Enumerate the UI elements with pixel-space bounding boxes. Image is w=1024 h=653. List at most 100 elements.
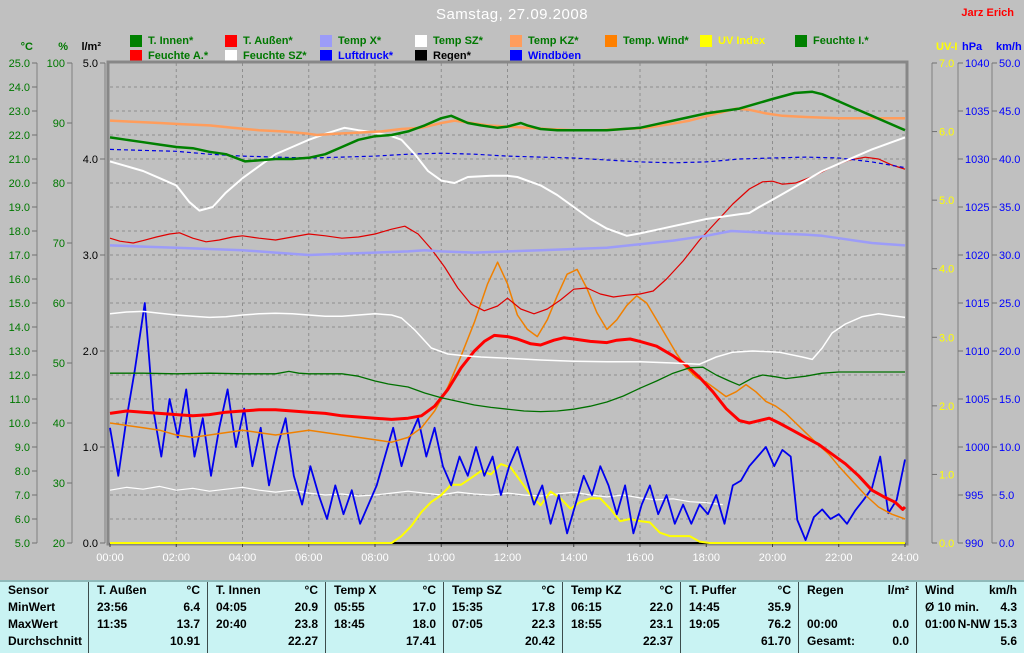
legend-swatch-icon — [795, 35, 807, 47]
axis-tick-label: 3.0 — [939, 332, 954, 344]
axis-tick-label: 20.0 — [999, 346, 1020, 358]
series-feuchte-a — [109, 156, 906, 315]
legend-label: T. Innen* — [148, 35, 194, 47]
legend-swatch-icon — [700, 35, 712, 47]
max-value: 22.3 — [531, 617, 555, 631]
axis-tick-label: 9.0 — [15, 442, 30, 454]
axis-tick-label: 25.0 — [999, 298, 1020, 310]
avg-value: 22.27 — [287, 634, 318, 648]
sensor-name: Temp KZ — [571, 583, 622, 597]
axis-tick-label: 8.0 — [15, 466, 30, 478]
sensor-unit: °C — [777, 583, 791, 597]
legend-label: Windböen — [528, 50, 582, 62]
axis-tick-label: 5.0 — [999, 490, 1014, 502]
series-uv-index — [110, 463, 905, 544]
credit-label: Jarz Erich — [961, 7, 1014, 19]
sensor-stats-table: Sensor MinWert MaxWert Durchschnitt T. Außen… — [0, 580, 1024, 653]
axis-tick-label: 23.0 — [9, 106, 30, 118]
max-value: 23.8 — [294, 617, 318, 631]
legend-label: Feuchte SZ* — [243, 50, 307, 62]
min-time: 14:45 — [689, 600, 720, 614]
table-col-regen: Regen l/m² 00:00 0.0 Gesamt: 0.0 — [798, 582, 916, 653]
row-header: MinWert — [8, 600, 56, 614]
axis-title: km/h — [996, 41, 1022, 53]
table-col-temp-kz: Temp KZ °C 06:15 22.0 18:55 23.1 22.37 — [562, 582, 680, 653]
row-header: Sensor — [8, 583, 49, 597]
axis-tick-label: 14.0 — [9, 322, 30, 334]
avg-label: Gesamt: — [807, 634, 856, 648]
max-value: N-NW 15.3 — [957, 617, 1017, 631]
legend-label: Regen* — [433, 50, 471, 62]
x-axis-label: 18:00 — [692, 552, 720, 564]
axis-tick-label: 1.0 — [83, 442, 98, 454]
avg-value: 61.70 — [760, 634, 791, 648]
legend-swatch-icon — [510, 50, 522, 62]
axis-tick-label: 90 — [53, 118, 65, 130]
min-time: Ø 10 min. — [925, 600, 980, 614]
axis-tick-label: 11.0 — [9, 394, 30, 406]
sensor-name: T. Außen — [97, 583, 147, 597]
legend-label: Temp X* — [338, 35, 382, 47]
min-value: 4.3 — [1000, 600, 1017, 614]
page-title: Samstag, 27.09.2008 — [435, 6, 589, 23]
series-wind-mittel — [109, 485, 723, 506]
row-header: MaxWert — [8, 617, 58, 631]
axis-tick-label: 16.0 — [9, 274, 30, 286]
table-row-header-column: Sensor MinWert MaxWert Durchschnitt — [0, 582, 88, 653]
sensor-unit: °C — [422, 583, 436, 597]
table-col-wind: Wind km/h Ø 10 min. 4.3 01:00 N-NW 15.3 5.6 — [916, 582, 1024, 653]
sensor-unit: km/h — [988, 583, 1017, 597]
series-temp-wind — [109, 261, 906, 520]
axis-tick-label: 100 — [47, 58, 65, 70]
max-time: 11:35 — [97, 617, 128, 631]
legend-item-windböen: Windböen — [510, 50, 581, 63]
sensor-unit: l/m² — [887, 583, 909, 597]
axis-tick-label: 4.0 — [83, 154, 98, 166]
x-axis-label: 22:00 — [825, 552, 853, 564]
axis-tick-label: 5.0 — [939, 195, 954, 207]
series-temp-sz — [109, 126, 906, 237]
max-value: 76.2 — [767, 617, 791, 631]
axis-tick-label: 70 — [53, 238, 65, 250]
sensor-unit: °C — [659, 583, 673, 597]
legend-swatch-icon — [225, 35, 237, 47]
legend-item-temp-x-: Temp X* — [320, 35, 381, 48]
avg-value: 0.0 — [892, 634, 909, 648]
axis-tick-label: 995 — [965, 490, 983, 502]
avg-value: 20.42 — [524, 634, 555, 648]
axis-tick-label: 0.0 — [83, 538, 98, 550]
legend-swatch-icon — [415, 35, 427, 47]
sensor-unit: °C — [186, 583, 200, 597]
x-axis-label: 06:00 — [295, 552, 323, 564]
max-time: 00:00 — [807, 617, 838, 631]
table-col-t-innen: T. Innen °C 04:05 20.9 20:40 23.8 22.27 — [207, 582, 325, 653]
axis-title: hPa — [962, 41, 983, 53]
max-time: 18:55 — [571, 617, 602, 631]
table-col-temp-sz: Temp SZ °C 15:35 17.8 07:05 22.3 20.42 — [443, 582, 562, 653]
legend-label: T. Außen* — [243, 35, 293, 47]
axis-tick-label: 25.0 — [9, 58, 30, 70]
avg-value: 17.41 — [405, 634, 436, 648]
axis-tick-label: 1030 — [965, 154, 989, 166]
axis-tick-label: 19.0 — [9, 202, 30, 214]
min-time: 23:56 — [97, 600, 128, 614]
sensor-name: T. Innen — [216, 583, 261, 597]
avg-value: 10.91 — [169, 634, 200, 648]
axis-tick-label: 10.0 — [999, 442, 1020, 454]
legend-swatch-icon — [130, 35, 142, 47]
max-value: 0.0 — [892, 617, 909, 631]
min-value: 17.8 — [531, 600, 555, 614]
axis-tick-label: 45.0 — [999, 106, 1020, 118]
axis-title: UV-I — [936, 41, 957, 53]
axis-tick-label: 80 — [53, 178, 65, 190]
axis-title: % — [58, 41, 68, 53]
sensor-unit: °C — [304, 583, 318, 597]
axis-tick-label: 30.0 — [999, 250, 1020, 262]
axis-tick-label: 5.0 — [83, 58, 98, 70]
legend-item-regen-: Regen* — [415, 50, 471, 63]
legend-swatch-icon — [605, 35, 617, 47]
avg-value: 5.6 — [1000, 634, 1017, 648]
table-col-t-puffer: T. Puffer °C 14:45 35.9 19:05 76.2 61.70 — [680, 582, 798, 653]
series-t-innen — [109, 90, 906, 163]
